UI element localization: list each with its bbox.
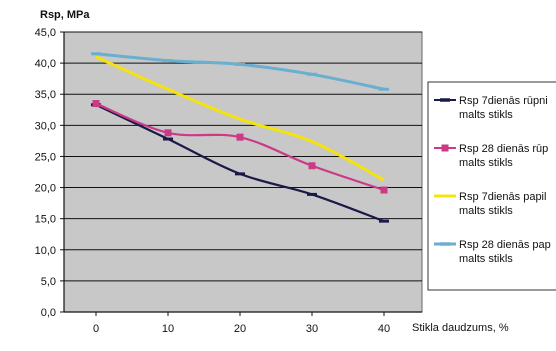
y-tick-label: 20,0 bbox=[35, 183, 56, 195]
legend-entry-label: Rsp 7dienās papil bbox=[459, 191, 546, 203]
legend-entry-label: Rsp 28 dienās pap bbox=[459, 239, 551, 251]
legend-entry-label: Rsp 28 dienās rūp bbox=[459, 143, 548, 155]
series-line bbox=[95, 55, 385, 182]
y-tick-label: 45,0 bbox=[35, 27, 56, 39]
legend: Rsp 7dienās rūpni malts stikls Rsp 28 dien… bbox=[427, 81, 556, 291]
x-axis-label: Stikla daudzums, % bbox=[412, 322, 509, 334]
legend-entry-label: malts stikls bbox=[459, 205, 513, 217]
y-tick-label: 35,0 bbox=[35, 89, 56, 101]
data-point bbox=[92, 100, 100, 108]
plot-area bbox=[63, 31, 423, 313]
x-tick-label: 40 bbox=[378, 323, 390, 335]
x-tick-label: 30 bbox=[306, 323, 318, 335]
y-tick-label: 10,0 bbox=[35, 245, 56, 257]
legend-entry-label: malts stikls bbox=[459, 157, 513, 169]
legend-entry-label: malts stikls bbox=[459, 253, 513, 265]
y-tick-label: 30,0 bbox=[35, 120, 56, 132]
data-point bbox=[164, 129, 172, 137]
y-tick-label: 25,0 bbox=[35, 151, 56, 163]
y-tick-label: 5,0 bbox=[41, 276, 56, 288]
legend-entry-label: malts stikls bbox=[459, 109, 513, 121]
legend-entry-label: Rsp 7dienās rūpni bbox=[459, 95, 548, 107]
legend-swatch-marker bbox=[441, 144, 449, 152]
y-axis-label: Rsp, MPa bbox=[40, 9, 90, 21]
x-tick-label: 10 bbox=[162, 323, 174, 335]
x-tick-label: 20 bbox=[234, 323, 246, 335]
x-tick-label: 0 bbox=[93, 323, 99, 335]
legend-box bbox=[427, 81, 556, 291]
data-point bbox=[380, 186, 388, 194]
series-group bbox=[91, 52, 389, 223]
y-tick-label: 15,0 bbox=[35, 214, 56, 226]
data-point bbox=[308, 162, 316, 170]
plot-background bbox=[63, 31, 423, 313]
y-tick-label: 40,0 bbox=[35, 58, 56, 70]
axes: 0,0 5,0 10,0 15,0 20,0 25,0 30,0 35,0 40,0 45,0 0 1… bbox=[35, 27, 422, 335]
data-point bbox=[236, 133, 244, 141]
y-tick-label: 0,0 bbox=[41, 307, 56, 319]
